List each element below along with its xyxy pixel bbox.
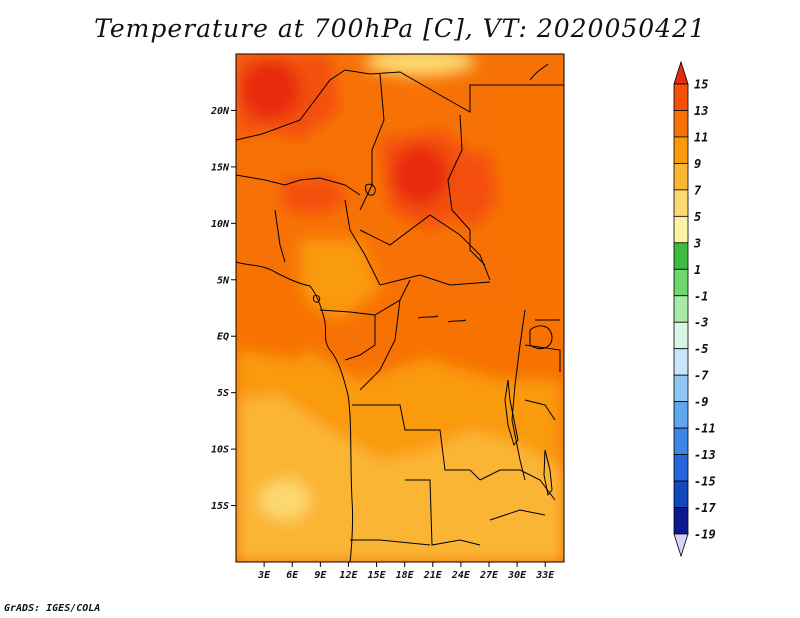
- colorbar-bottom-arrow: [673, 533, 689, 558]
- island-bioko: [312, 295, 321, 303]
- lat-tick-label: 10N: [211, 219, 230, 230]
- colorbar-swatch: [673, 83, 689, 111]
- border-drc-angola: [352, 404, 481, 481]
- colorbar-swatch: [673, 163, 689, 191]
- map-frame: [235, 53, 565, 563]
- colorbar-level-label: 3: [693, 236, 701, 250]
- lat-tick-label: 15S: [211, 501, 229, 512]
- colorbar-level-label: 11: [694, 130, 708, 144]
- colorbar-swatch: [673, 136, 689, 164]
- colorbar-swatch: [673, 507, 689, 535]
- temperature-field: [236, 54, 564, 562]
- colorbar: 15 13 11 9 7 5 3 1 -1 -3 -5 -7 -9 -11 -13 -15 -17 -19: [673, 60, 716, 558]
- lake-chad: [365, 183, 376, 196]
- lake-tanganyika: [504, 379, 519, 447]
- field-region-north-cool: [365, 54, 475, 76]
- chart-title: Temperature at 700hPa [C], VT: 202005042…: [94, 14, 706, 43]
- border-drc-east: [511, 309, 526, 481]
- border-congo: [359, 279, 411, 391]
- lake-victoria: [529, 325, 553, 349]
- lon-tick-label: 33E: [535, 570, 555, 581]
- colorbar-level-label: -1: [694, 289, 708, 303]
- lon-tick-label: 27E: [479, 570, 499, 581]
- colorbar-swatch: [673, 374, 689, 403]
- field-region-angola-plateau: [340, 470, 470, 562]
- border-sahel: [236, 174, 361, 196]
- colorbar-level-label: -7: [694, 369, 709, 383]
- border-cameroon-gabon: [319, 309, 376, 361]
- colorbar-swatch: [673, 242, 689, 270]
- lat-tick-label: 5S: [217, 388, 229, 399]
- colorbar-swatch: [673, 295, 689, 323]
- colorbar-swatch: [673, 348, 689, 376]
- northeast-coast: [529, 63, 549, 81]
- colorbar-level-label: -3: [694, 316, 708, 330]
- colorbar-swatch: [673, 427, 689, 455]
- border-car: [359, 214, 491, 281]
- coastline-borders: [236, 63, 564, 562]
- field-region-gulf-warm: [236, 260, 320, 360]
- field-region-niger-hot: [392, 145, 448, 205]
- field-region-sahel-hot: [240, 60, 300, 120]
- field-region-namibia-cool: [260, 480, 310, 520]
- field-region-sudan-hot: [450, 150, 500, 230]
- lat-tick-label: 20N: [210, 106, 230, 117]
- colorbar-level-label: 5: [694, 210, 701, 224]
- border-angola-zambia: [405, 479, 481, 546]
- river-congo: [417, 315, 467, 323]
- lon-tick-label: 21E: [423, 570, 443, 581]
- lon-tick-label: 12E: [339, 570, 358, 581]
- colorbar-swatch: [673, 268, 689, 297]
- lon-tick-label: 6E: [286, 570, 299, 581]
- latitude-axis: 20N 15N 10N 5N EQ 5S 10S 15S: [210, 106, 236, 512]
- colorbar-top-arrow: [673, 60, 689, 85]
- colorbar-level-label: -19: [694, 528, 716, 542]
- lat-tick-label: EQ: [217, 332, 229, 343]
- border-namibia: [350, 539, 431, 546]
- colorbar-swatch: [673, 454, 689, 482]
- border-car-south: [379, 274, 491, 286]
- border-tanzania: [524, 319, 561, 421]
- colorbar-level-label: 15: [694, 78, 708, 92]
- border-south-east: [479, 469, 556, 521]
- border-nigeria: [274, 199, 381, 286]
- lake-malawi: [543, 449, 553, 497]
- colorbar-swatch: [673, 480, 689, 508]
- colorbar-level-label: -13: [694, 448, 716, 462]
- border-north-1: [236, 69, 564, 141]
- colorbar-swatch: [673, 401, 689, 429]
- grads-credit: GrADS: IGES/COLA: [4, 603, 101, 614]
- lon-tick-label: 3E: [257, 570, 271, 581]
- colorbar-level-label: -15: [694, 475, 716, 489]
- border-chad-sudan: [447, 114, 486, 266]
- lon-tick-label: 30E: [507, 570, 527, 581]
- lat-tick-label: 10S: [211, 445, 229, 456]
- lon-tick-label: 9E: [314, 570, 327, 581]
- colorbar-level-label: -9: [694, 395, 708, 409]
- lon-tick-label: 24E: [451, 570, 471, 581]
- colorbar-swatch: [673, 321, 689, 350]
- colorbar-swatch: [673, 110, 689, 138]
- colorbar-level-label: 13: [694, 104, 708, 118]
- field-region-east-warm: [490, 80, 564, 300]
- colorbar-level-label: -17: [694, 501, 716, 515]
- field-region-nigeria-hot: [280, 175, 350, 215]
- colorbar-level-label: 9: [694, 157, 701, 171]
- colorbar-level-label: -5: [694, 342, 708, 356]
- colorbar-swatch: [673, 215, 689, 244]
- lat-tick-label: 5N: [217, 275, 230, 286]
- colorbar-swatch: [673, 189, 689, 217]
- longitude-axis: 3E 6E 9E 12E 15E 18E 21E 24E 27E 30E 33E: [257, 562, 555, 581]
- lon-tick-label: 15E: [368, 570, 387, 581]
- colorbar-level-label: 1: [694, 263, 701, 277]
- colorbar-level-label: 7: [694, 183, 702, 197]
- coastline-west: [236, 261, 354, 562]
- lat-tick-label: 15N: [211, 162, 230, 173]
- colorbar-level-label: -11: [694, 422, 716, 436]
- lon-tick-label: 18E: [396, 570, 415, 581]
